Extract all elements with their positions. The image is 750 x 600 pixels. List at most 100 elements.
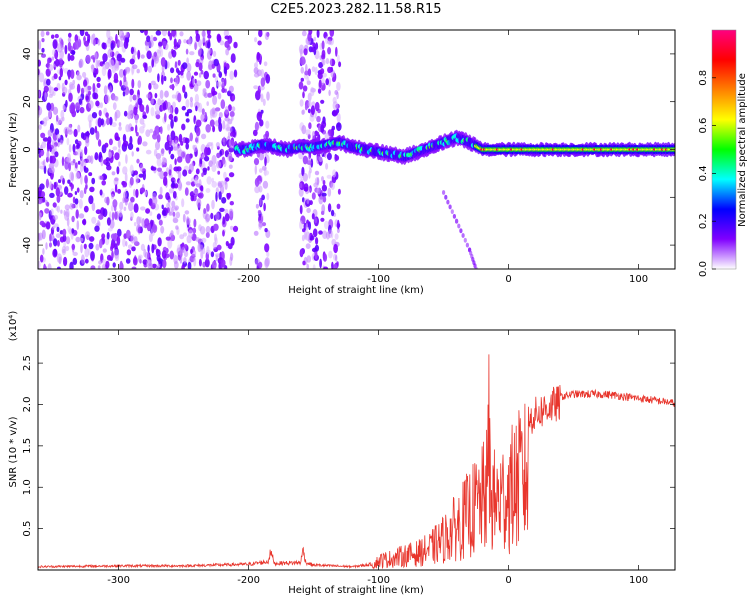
heatmap-cell bbox=[150, 34, 154, 44]
heatmap-cell bbox=[122, 181, 128, 188]
heatmap-cell bbox=[206, 176, 212, 185]
heatmap-cell bbox=[69, 203, 74, 210]
heatmap-cell bbox=[114, 132, 119, 141]
heatmap-cell bbox=[189, 101, 194, 108]
colorbar-frame bbox=[711, 29, 737, 270]
heatmap-cell bbox=[142, 114, 148, 120]
heatmap-cell bbox=[195, 237, 200, 242]
heatmap-cell bbox=[38, 232, 41, 242]
heatmap-cell bbox=[43, 265, 47, 269]
heatmap-cell bbox=[92, 92, 97, 100]
heatmap-cell bbox=[161, 250, 167, 259]
heatmap-cell bbox=[67, 179, 71, 184]
heatmap-cell bbox=[217, 170, 221, 175]
heatmap-cell bbox=[101, 259, 107, 265]
heatmap-cell bbox=[170, 77, 173, 84]
heatmap-cell bbox=[160, 57, 166, 67]
heatmap-cell bbox=[95, 59, 99, 70]
heatmap-cell bbox=[133, 188, 136, 197]
heatmap-cell bbox=[327, 203, 332, 213]
heatmap-cell bbox=[320, 217, 325, 222]
heatmap-cell bbox=[306, 263, 309, 269]
heatmap-cell bbox=[45, 221, 51, 230]
heatmap-cell bbox=[154, 92, 158, 99]
heatmap-cell bbox=[203, 208, 207, 214]
heatmap-cell bbox=[145, 44, 149, 52]
heatmap-cell bbox=[46, 201, 50, 207]
heatmap-cell bbox=[188, 169, 192, 174]
heatmap-cell bbox=[169, 84, 175, 90]
heatmap-cell bbox=[300, 77, 304, 82]
heatmap-cell bbox=[313, 36, 317, 42]
heatmap-cell bbox=[185, 48, 189, 55]
heatmap-cell bbox=[50, 102, 55, 112]
heatmap-cell bbox=[119, 260, 123, 269]
heatmap-cell bbox=[168, 211, 173, 216]
x-tick-label: 100 bbox=[629, 575, 648, 586]
heatmap-cell bbox=[314, 66, 318, 76]
heatmap-cell bbox=[202, 247, 206, 255]
heatmap-cell bbox=[311, 66, 316, 72]
heatmap-cell bbox=[44, 91, 47, 101]
heatmap-cell bbox=[318, 156, 323, 163]
heatmap-cell bbox=[212, 73, 216, 78]
heatmap-cell bbox=[307, 92, 312, 102]
heatmap-cell bbox=[192, 189, 199, 194]
heatmap-cell bbox=[51, 225, 55, 231]
heatmap-cell bbox=[212, 125, 216, 133]
heatmap-cell bbox=[151, 196, 158, 206]
heatmap-cell bbox=[301, 30, 307, 37]
heatmap-cell bbox=[305, 243, 311, 250]
heatmap-x-axis-label: Height of straight line (km) bbox=[288, 285, 424, 296]
heatmap-cell bbox=[263, 202, 266, 212]
snr-panel: -300 -200 -100 0 100 0.5 1.0 1.5 2.0 2.5 Height … bbox=[8, 311, 676, 596]
heatmap-cell bbox=[229, 111, 235, 118]
heatmap-cell bbox=[146, 35, 151, 43]
heatmap-cell bbox=[43, 159, 46, 168]
heatmap-cell bbox=[193, 82, 199, 92]
heatmap-cell bbox=[205, 232, 210, 238]
heatmap-cell bbox=[132, 64, 138, 70]
heatmap-cell bbox=[264, 31, 270, 41]
heatmap-cell bbox=[170, 130, 176, 141]
heatmap-cell bbox=[65, 245, 70, 252]
heatmap-cell bbox=[174, 205, 179, 211]
heatmap-cell bbox=[215, 212, 220, 221]
heatmap-cell bbox=[322, 179, 326, 186]
heatmap-cell bbox=[67, 226, 71, 233]
heatmap-cell bbox=[125, 229, 131, 239]
heatmap-cell bbox=[176, 146, 182, 153]
heatmap-cell bbox=[157, 237, 162, 247]
heatmap-cell bbox=[314, 109, 317, 119]
heatmap-cell bbox=[231, 95, 236, 101]
heatmap-cell bbox=[155, 248, 159, 254]
heatmap-cell bbox=[122, 237, 126, 248]
heatmap-cell bbox=[150, 97, 154, 105]
heatmap-cell bbox=[129, 135, 133, 145]
heatmap-cell bbox=[112, 199, 118, 208]
heatmap-cell bbox=[106, 231, 110, 240]
heatmap-cell bbox=[223, 159, 226, 165]
heatmap-cell bbox=[90, 265, 96, 269]
heatmap-cell bbox=[174, 158, 177, 166]
heatmap-cell bbox=[106, 196, 110, 206]
heatmap-cell bbox=[145, 149, 152, 155]
heatmap-cell bbox=[299, 99, 304, 107]
heatmap-cell bbox=[122, 91, 126, 97]
heatmap-cell bbox=[327, 47, 332, 55]
heatmap-cell bbox=[155, 141, 160, 151]
heatmap-cell bbox=[201, 36, 206, 43]
heatmap-cell bbox=[206, 203, 210, 212]
heatmap-cell bbox=[139, 126, 145, 134]
heatmap-cell bbox=[305, 223, 309, 232]
heatmap-cell bbox=[76, 220, 80, 231]
heatmap-cell bbox=[67, 37, 72, 43]
heatmap-cell bbox=[75, 236, 81, 243]
heatmap-cell bbox=[254, 121, 259, 132]
heatmap-cell bbox=[106, 117, 110, 126]
heatmap-cell bbox=[175, 211, 181, 219]
heatmap-cell bbox=[45, 242, 48, 250]
heatmap-cell bbox=[219, 207, 225, 212]
heatmap-cell bbox=[157, 73, 160, 83]
heatmap-cell bbox=[118, 40, 124, 48]
